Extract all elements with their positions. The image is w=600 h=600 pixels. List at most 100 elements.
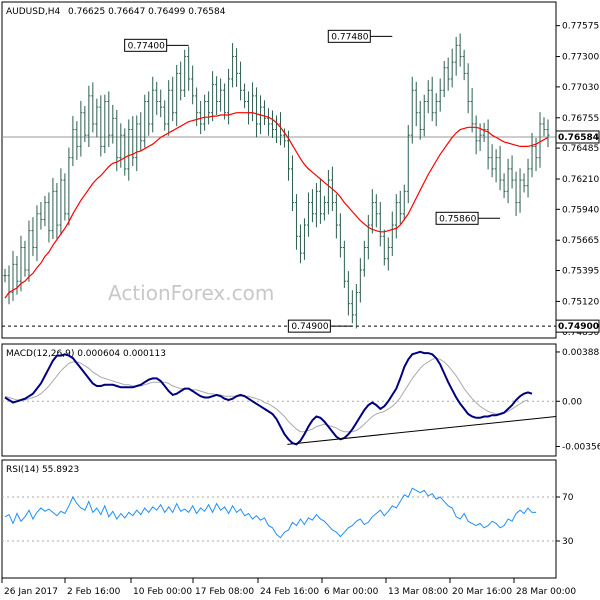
annotation-label: 0.77400	[128, 41, 165, 51]
price-y-tick-label: 0.76210	[562, 175, 599, 185]
price-bar	[426, 80, 430, 114]
price-bar	[418, 100, 422, 140]
price-bar	[406, 125, 410, 204]
rsi-pane: RSI(14) 55.8923 70 30	[1, 459, 574, 579]
price-bar	[354, 284, 358, 329]
price-bar	[223, 83, 227, 120]
price-y-tick-label: 0.77300	[562, 53, 599, 63]
rsi-y-tick-label: 30	[562, 537, 574, 547]
annotation-label: 0.75860	[439, 214, 476, 224]
price-bar	[251, 82, 255, 122]
price-bar	[542, 117, 546, 137]
price-bar	[498, 145, 502, 191]
price-bar	[79, 100, 83, 157]
price-bar	[19, 235, 23, 292]
price-bar	[302, 218, 306, 260]
price-bar	[454, 36, 458, 76]
price-bar	[43, 195, 47, 227]
price-y-tick-label: 0.76755	[562, 114, 599, 124]
price-bar	[111, 104, 115, 144]
price-hline-label: 0.74900	[558, 322, 599, 332]
price-bar	[294, 194, 298, 250]
price-bar	[422, 94, 426, 137]
price-bar	[362, 240, 366, 277]
price-horizontal-lines: 0.76584 0.74900	[2, 130, 600, 333]
price-pane: AUDUSD,H4 0.76625 0.76647 0.76499 0.7658…	[1, 1, 600, 339]
price-bar	[306, 192, 310, 237]
price-bar	[155, 81, 159, 115]
rsi-y-tick-label: 70	[562, 493, 574, 503]
price-bar	[135, 115, 139, 172]
price-bar	[27, 220, 31, 282]
price-bar	[199, 100, 203, 135]
price-ohlc-readout: 0.76625 0.76647 0.76499 0.76584	[68, 7, 226, 17]
price-y-tick-label: 0.74850	[562, 328, 599, 338]
price-bar	[75, 121, 79, 160]
price-bar	[378, 202, 382, 247]
price-bar	[95, 98, 99, 138]
price-bar	[322, 195, 326, 221]
price-bar	[107, 91, 111, 147]
price-bar	[342, 240, 346, 288]
x-tick-label: 26 Jan 2017	[4, 587, 58, 597]
price-bar	[514, 171, 518, 217]
price-y-tick-label: 0.77575	[562, 22, 599, 32]
price-bar	[470, 88, 474, 133]
price-bar	[394, 194, 398, 239]
price-bar	[546, 119, 550, 147]
macd-title: MACD(12,26,9) 0.000604 0.000113	[6, 349, 166, 359]
price-bar	[466, 63, 470, 114]
price-bar	[370, 189, 374, 234]
price-bar	[151, 76, 155, 133]
x-tick-label: 20 Mar 16:00	[452, 587, 512, 597]
price-bar	[7, 265, 11, 305]
price-y-axis: 0.77575 0.77300 0.77030 0.76755 0.76485 0.762…	[556, 22, 599, 338]
rsi-title: RSI(14) 55.8923	[6, 465, 79, 475]
price-bar	[318, 179, 322, 224]
price-bar	[187, 46, 191, 91]
price-bar	[71, 116, 75, 167]
price-title: AUDUSD,H4	[6, 7, 61, 17]
price-bar	[87, 85, 91, 147]
price-bar	[490, 144, 494, 178]
price-bar	[338, 213, 342, 258]
price-bar	[350, 290, 354, 324]
price-bar	[67, 147, 71, 226]
macd-pane-frame	[1, 343, 557, 457]
price-bar	[486, 119, 490, 170]
price-y-tick-label: 0.75120	[562, 297, 599, 307]
price-bar	[506, 158, 510, 204]
price-bar	[290, 155, 294, 211]
price-bar	[47, 192, 51, 243]
macd-y-tick-label: 0.00	[562, 397, 582, 407]
price-bar	[450, 48, 454, 88]
price-bar	[267, 108, 271, 136]
macd-y-axis: 0.003888 0.00 -0.003564	[556, 348, 600, 452]
x-tick-label: 24 Feb 16:00	[260, 587, 319, 597]
price-bar	[139, 112, 143, 151]
price-bar	[390, 211, 394, 256]
price-bar	[99, 95, 103, 157]
rsi-line	[4, 487, 536, 539]
price-bar	[374, 194, 378, 228]
price-bar	[298, 224, 302, 264]
x-tick-label: 6 Mar 00:00	[324, 587, 379, 597]
price-bar	[278, 112, 282, 146]
x-tick-label: 2 Feb 16:00	[67, 587, 121, 597]
price-bar	[458, 33, 462, 67]
price-bar	[526, 158, 530, 198]
price-hline-label-box	[555, 319, 600, 333]
price-bar	[398, 190, 402, 224]
price-bar	[191, 65, 195, 105]
price-bar	[482, 122, 486, 142]
price-bar	[414, 81, 418, 127]
price-bar	[123, 128, 127, 176]
annotation-label: 0.74900	[291, 322, 328, 332]
price-bar	[538, 112, 542, 168]
price-bar	[474, 115, 478, 155]
price-bar	[282, 128, 286, 148]
moving-average-line	[4, 112, 549, 299]
price-bar	[211, 71, 215, 122]
price-bar	[175, 64, 179, 127]
